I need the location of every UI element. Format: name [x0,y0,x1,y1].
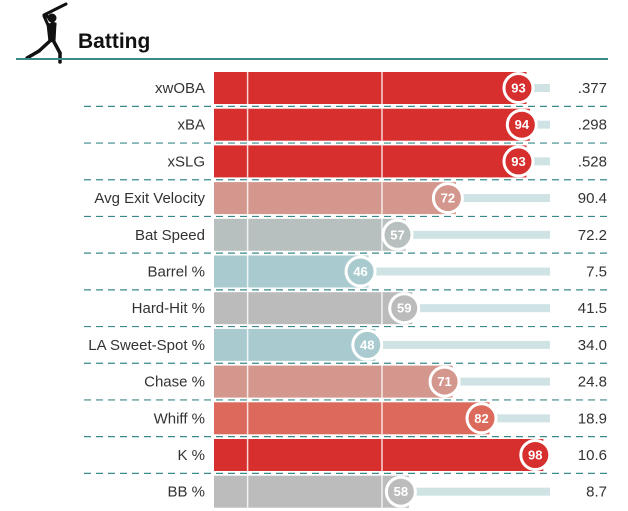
category-label: K % [177,447,205,464]
stat-value: 18.9 [578,410,607,427]
stat-value: .377 [578,80,607,97]
percentile-label: 59 [397,301,411,316]
category-label: Hard-Hit % [132,300,205,317]
percentile-label: 71 [437,374,451,389]
percentile-label: 48 [360,337,374,352]
stat-value: 10.6 [578,447,607,464]
stat-value: 90.4 [578,190,607,207]
category-label: LA Sweet-Spot % [88,337,205,354]
percentile-label: 46 [353,264,367,279]
percentile-bar [214,365,453,398]
stat-value: .528 [578,153,607,170]
percentile-bubble [519,439,552,471]
stat-value: 24.8 [578,374,607,391]
percentile-bubble [502,72,535,104]
stat-value: 34.0 [578,337,607,354]
percentile-bar [214,108,530,141]
stat-value: .298 [578,117,607,134]
percentile-track [214,267,550,276]
percentile-bubble [428,365,461,398]
percentile-bar [214,72,527,104]
percentile-bar [214,328,376,361]
percentile-bubble [505,108,538,141]
percentile-label: 82 [474,411,488,426]
percentile-bar [214,255,369,288]
category-label: Bat Speed [135,227,205,244]
percentile-label: 98 [528,448,542,463]
chart-rows: xwOBA 93 .377 xBA 94 .298 xSLG 93 .528 Avg Exit V… [84,72,612,508]
category-label: xwOBA [155,80,205,97]
batter-silhouette-icon [25,2,68,64]
section-title: Batting [78,30,150,53]
percentile-bubble [431,182,464,215]
percentile-bar [214,439,544,471]
percentile-bubble [344,255,377,288]
stat-value: 8.7 [586,484,607,501]
category-label: Avg Exit Velocity [94,190,205,207]
percentile-bar [214,402,490,435]
stat-value: 7.5 [586,264,607,281]
category-label: xBA [177,117,205,134]
stat-value: 72.2 [578,227,607,244]
percentile-bar [214,218,406,251]
percentile-bubble [381,218,414,251]
percentile-bar [214,145,527,178]
percentile-label: 94 [515,117,530,132]
percentile-bar [214,182,456,215]
category-label: Chase % [144,374,205,391]
category-label: Whiff % [154,410,205,427]
percentile-label: 57 [390,227,404,242]
percentile-label: 58 [394,484,408,499]
category-label: Barrel % [147,264,205,281]
percentile-bubble [502,145,535,178]
percentile-bubble [465,402,498,435]
percentile-label: 93 [511,81,525,96]
percentile-bubble [388,292,421,325]
section-header: Batting [16,2,608,64]
percentile-label: 93 [511,154,525,169]
percentile-bar [214,475,409,508]
category-label: BB % [167,484,205,501]
percentile-label: 72 [441,191,455,206]
category-label: xSLG [167,153,205,170]
stat-value: 41.5 [578,300,607,317]
percentile-bubble [384,475,417,508]
percentile-bubble [351,328,384,361]
